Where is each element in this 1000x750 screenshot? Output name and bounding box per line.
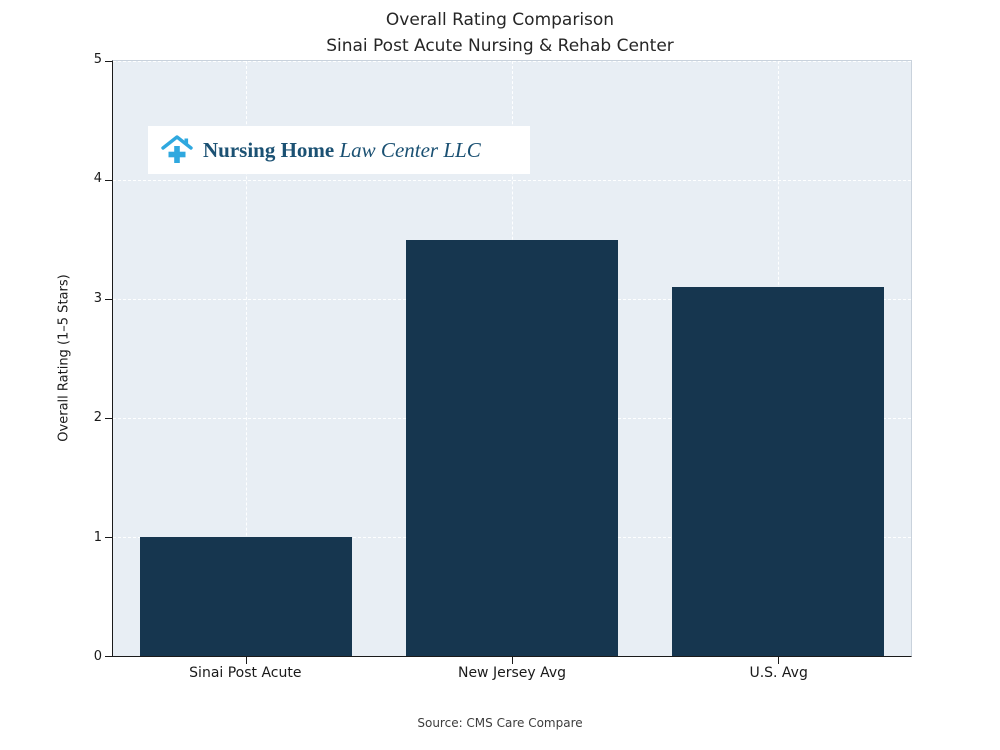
chart-title-line1: Overall Rating Comparison	[385, 10, 615, 30]
y-tick-mark	[105, 180, 112, 181]
y-tick-label: 4	[93, 171, 102, 187]
source-caption: Source: CMS Care Compare	[417, 716, 583, 730]
x-tick-mark	[245, 657, 247, 664]
chart-title: Overall Rating Comparison Sinai Post Acu…	[0, 8, 1000, 59]
watermark-text-italic: Law Center LLC	[334, 137, 481, 162]
bar	[405, 239, 619, 656]
x-tick-mark	[512, 657, 513, 664]
bar	[671, 287, 885, 656]
y-tick-label: 2	[93, 410, 102, 426]
watermark-logo: Nursing Home Law Center LLC	[148, 126, 530, 174]
y-tick-label: 0	[93, 649, 102, 664]
y-tick-mark	[105, 656, 112, 657]
y-tick-label: 5	[93, 52, 102, 67]
watermark-text-bold: Nursing Home	[203, 137, 335, 162]
logo-house-cross-icon	[160, 133, 194, 167]
y-tick-label: 1	[93, 529, 102, 545]
x-tick-label: Sinai Post Acute	[189, 665, 302, 681]
x-tick-label: U.S. Avg	[749, 665, 808, 681]
y-tick-mark	[105, 61, 112, 62]
x-gridline	[245, 61, 247, 656]
y-tick-label: 3	[93, 290, 102, 306]
watermark-text: Nursing Home Law Center LLC	[203, 138, 481, 163]
x-tick-labels: Sinai Post Acute New Jersey Avg U.S. Avg	[112, 665, 912, 687]
y-tick-mark	[105, 299, 112, 300]
x-tick-mark	[778, 657, 779, 664]
chart-title-line2: Sinai Post Acute Nursing & Rehab Center	[326, 35, 674, 56]
y-tick-labels: 0 1 2 3 4 5	[62, 52, 102, 664]
y-tick-mark	[105, 537, 112, 538]
bar	[139, 537, 353, 656]
y-tick-mark	[105, 418, 112, 419]
x-tick-label: New Jersey Avg	[457, 665, 567, 681]
